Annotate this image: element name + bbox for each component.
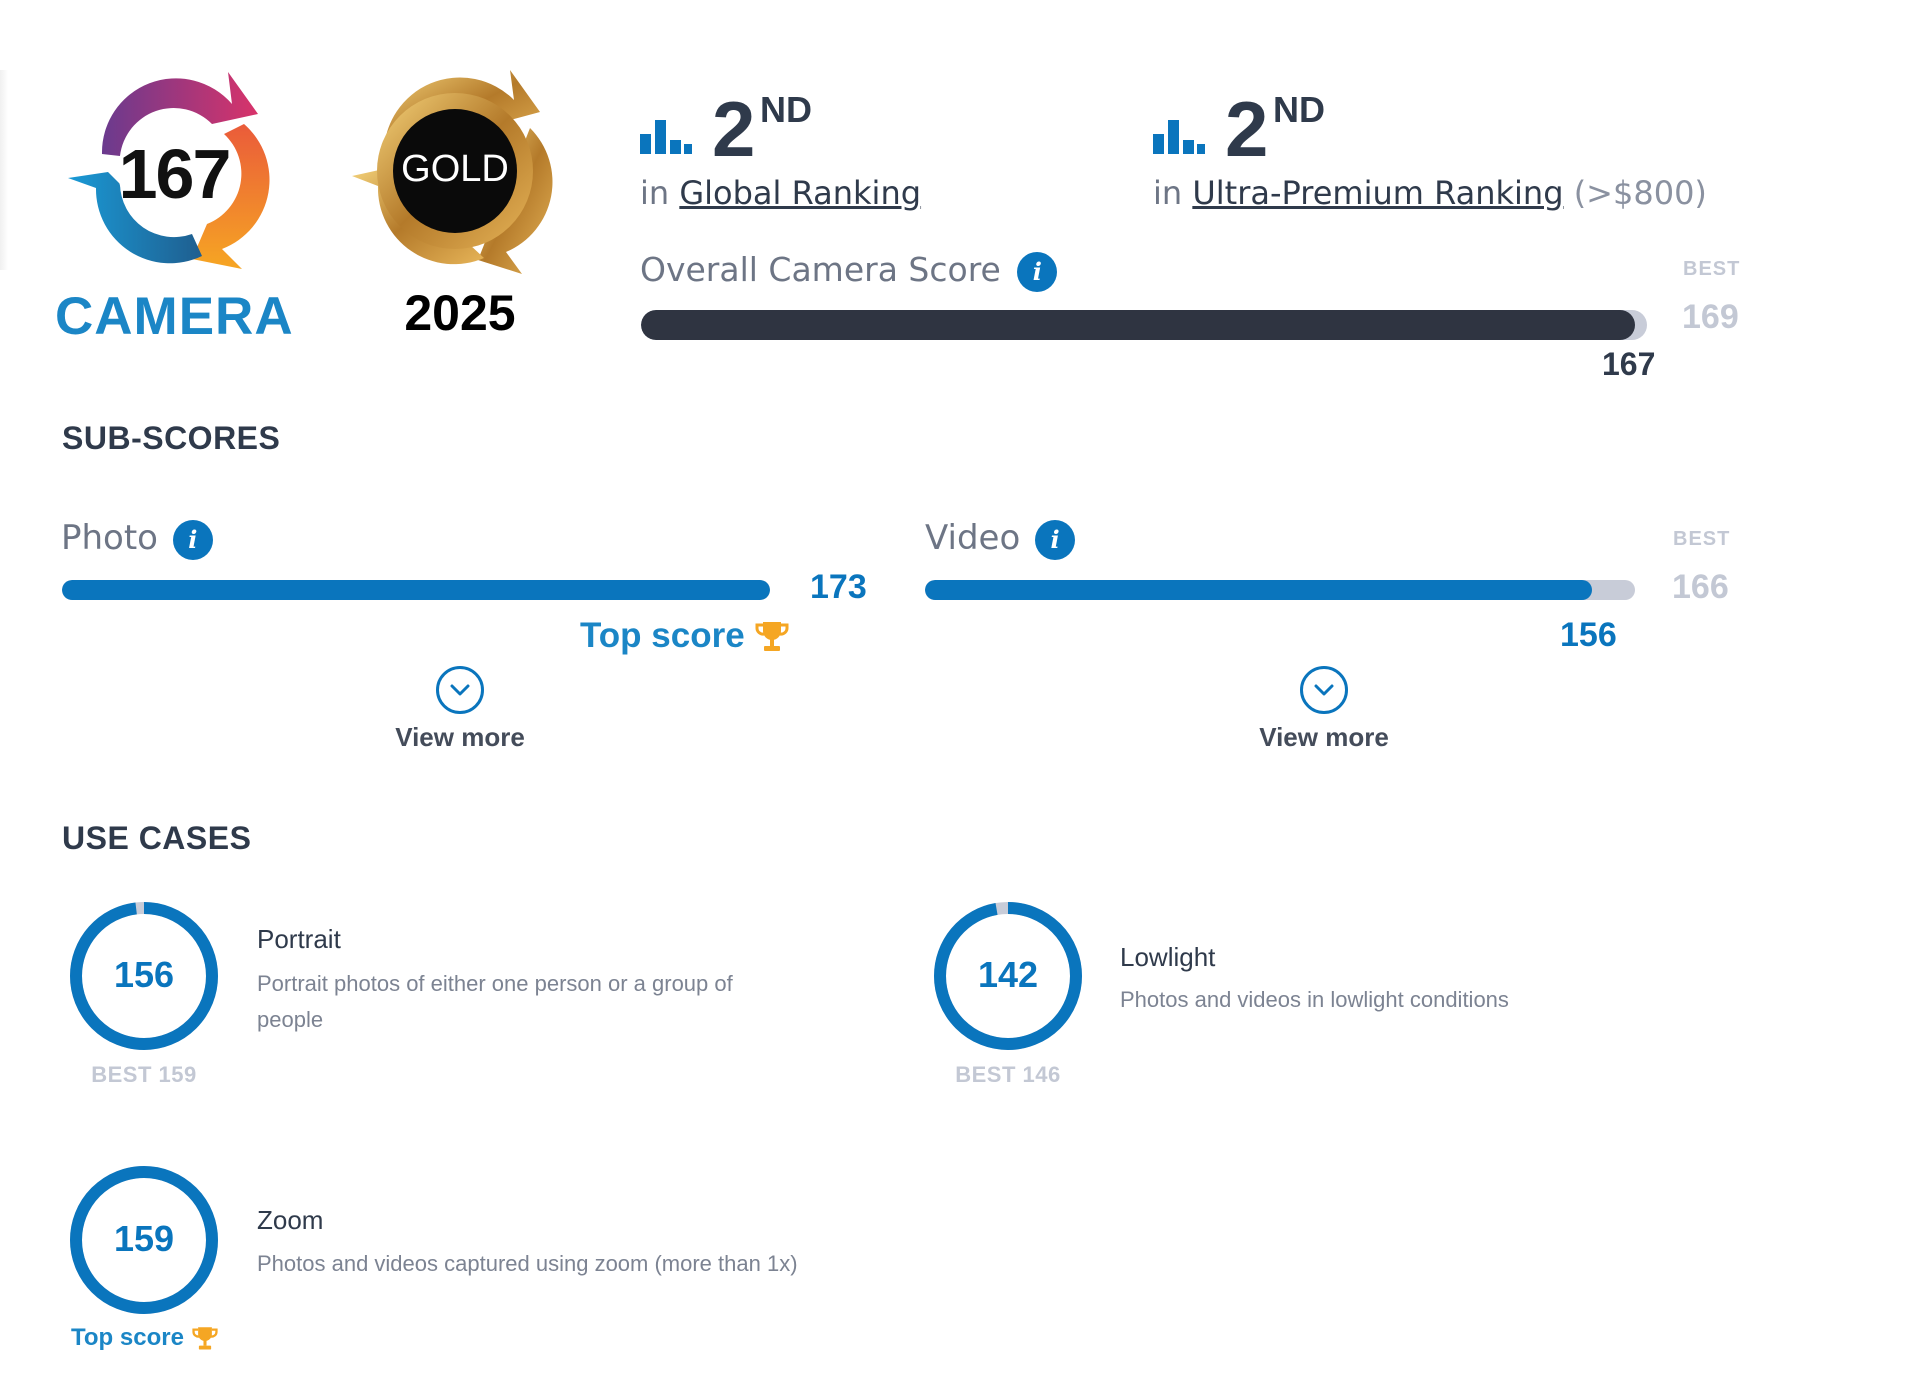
score-ring-icon xyxy=(934,902,1082,1050)
info-icon[interactable]: i xyxy=(1017,251,1058,292)
lowlight-score-ring: 142 xyxy=(932,900,1084,1052)
photo-score-value: 173 xyxy=(810,568,867,606)
overall-best-value: 169 xyxy=(1682,298,1739,336)
view-more-label: View more xyxy=(395,722,525,752)
camera-badge-score: 167 xyxy=(118,135,232,213)
video-label-text: Video xyxy=(925,518,1021,558)
rank-prefix: in xyxy=(1153,174,1183,212)
bar-chart-icon xyxy=(640,120,692,154)
gold-badge-text: GOLD xyxy=(401,148,509,190)
gold-badge: GOLD xyxy=(348,64,562,278)
top-score-label: Top score xyxy=(71,1324,184,1351)
video-score-bar xyxy=(925,580,1635,600)
overall-score-text: Overall Camera Score xyxy=(640,250,1001,289)
video-best-label: BEST xyxy=(1673,528,1731,550)
chevron-down-icon xyxy=(1300,666,1348,714)
lowlight-score: 142 xyxy=(977,954,1039,995)
sub-scores-title: SUB-SCORES xyxy=(62,420,281,456)
overall-score-bar xyxy=(641,310,1647,340)
video-best-value: 166 xyxy=(1672,568,1729,606)
photo-label: Photo i xyxy=(61,518,213,560)
camera-badge-label: CAMERA xyxy=(55,287,294,346)
info-icon[interactable]: i xyxy=(1035,519,1076,560)
price-range: (>$800) xyxy=(1573,174,1707,212)
gold-badge-year: 2025 xyxy=(404,285,516,341)
portrait-score: 156 xyxy=(113,954,175,995)
video-label: Video i xyxy=(925,518,1076,560)
gold-medal-icon xyxy=(352,70,553,274)
use-cases-title: USE CASES xyxy=(62,820,252,856)
photo-top-score: Top score xyxy=(580,616,789,656)
page-edge-shadow xyxy=(0,70,8,270)
top-score-label: Top score xyxy=(580,616,745,655)
camera-score-badge: 167 xyxy=(62,64,286,278)
camera-badge-icon xyxy=(68,72,270,269)
overall-score-value: 167 xyxy=(1602,346,1656,382)
global-rank-number: 2 xyxy=(712,85,756,173)
photo-score-bar xyxy=(62,580,770,600)
lowlight-best: BEST 146 xyxy=(955,1062,1061,1087)
zoom-title: Zoom xyxy=(257,1205,324,1235)
global-rank-text: in Global Ranking xyxy=(640,174,921,212)
bar-chart-icon xyxy=(1153,120,1205,154)
portrait-description-line: Portrait photos of either one person or … xyxy=(257,971,733,996)
portrait-description: Portrait photos of either one person or … xyxy=(257,966,817,1038)
ultra-premium-ranking-link[interactable]: Ultra-Premium Ranking xyxy=(1192,174,1564,212)
score-ring-icon xyxy=(70,1166,218,1314)
zoom-description: Photos and videos captured using zoom (m… xyxy=(257,1251,798,1276)
overall-score-label: Overall Camera Score i xyxy=(640,250,1058,292)
ultra-premium-rank-suffix: ND xyxy=(1273,89,1325,130)
video-score-value: 156 xyxy=(1560,616,1617,654)
chevron-down-icon xyxy=(436,666,484,714)
portrait-score-ring: 156 xyxy=(68,900,220,1052)
lowlight-title: Lowlight xyxy=(1120,942,1216,972)
portrait-best: BEST 159 xyxy=(91,1062,197,1087)
ultra-premium-rank-number: 2 xyxy=(1225,85,1269,173)
portrait-title: Portrait xyxy=(257,924,341,954)
video-score-bar-fill xyxy=(925,580,1593,600)
zoom-top-score: Top score xyxy=(71,1324,218,1352)
rank-prefix: in xyxy=(640,174,670,212)
video-view-more-button[interactable]: View more xyxy=(1244,666,1404,753)
photo-label-text: Photo xyxy=(61,518,158,558)
global-ranking-link[interactable]: Global Ranking xyxy=(679,174,922,212)
info-icon[interactable]: i xyxy=(172,519,213,560)
photo-view-more-button[interactable]: View more xyxy=(380,666,540,753)
zoom-score: 159 xyxy=(113,1218,175,1259)
trophy-icon xyxy=(755,622,789,651)
overall-score-bar-fill xyxy=(641,310,1636,340)
photo-score-bar-fill xyxy=(62,580,770,600)
view-more-label: View more xyxy=(1259,722,1389,752)
global-rank-suffix: ND xyxy=(760,89,812,130)
ultra-premium-rank-text: in Ultra-Premium Ranking (>$800) xyxy=(1153,174,1707,212)
lowlight-description: Photos and videos in lowlight conditions xyxy=(1120,987,1509,1012)
trophy-icon xyxy=(192,1327,218,1350)
portrait-description-line: people xyxy=(257,1007,324,1032)
overall-best-label: BEST xyxy=(1683,258,1741,280)
score-ring-icon xyxy=(70,902,218,1050)
zoom-score-ring: 159 xyxy=(68,1164,220,1316)
